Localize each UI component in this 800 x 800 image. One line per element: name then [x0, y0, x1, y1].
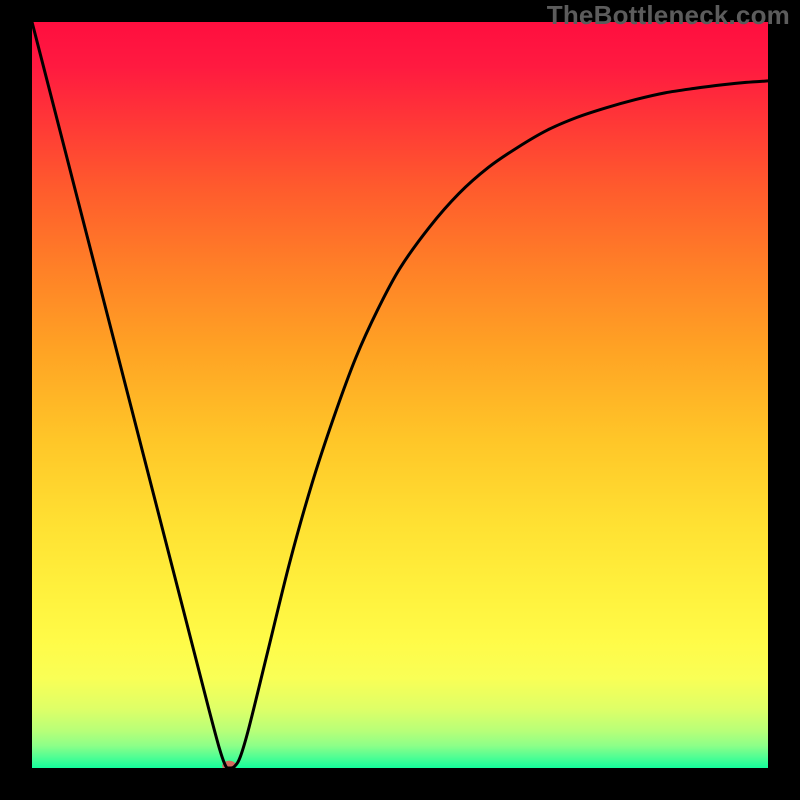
plot-area: [32, 22, 768, 768]
chart-stage: TheBottleneck.com: [0, 0, 800, 800]
watermark-text: TheBottleneck.com: [547, 0, 790, 31]
bottleneck-curve-layer: [32, 22, 768, 768]
bottleneck-curve: [32, 22, 768, 768]
